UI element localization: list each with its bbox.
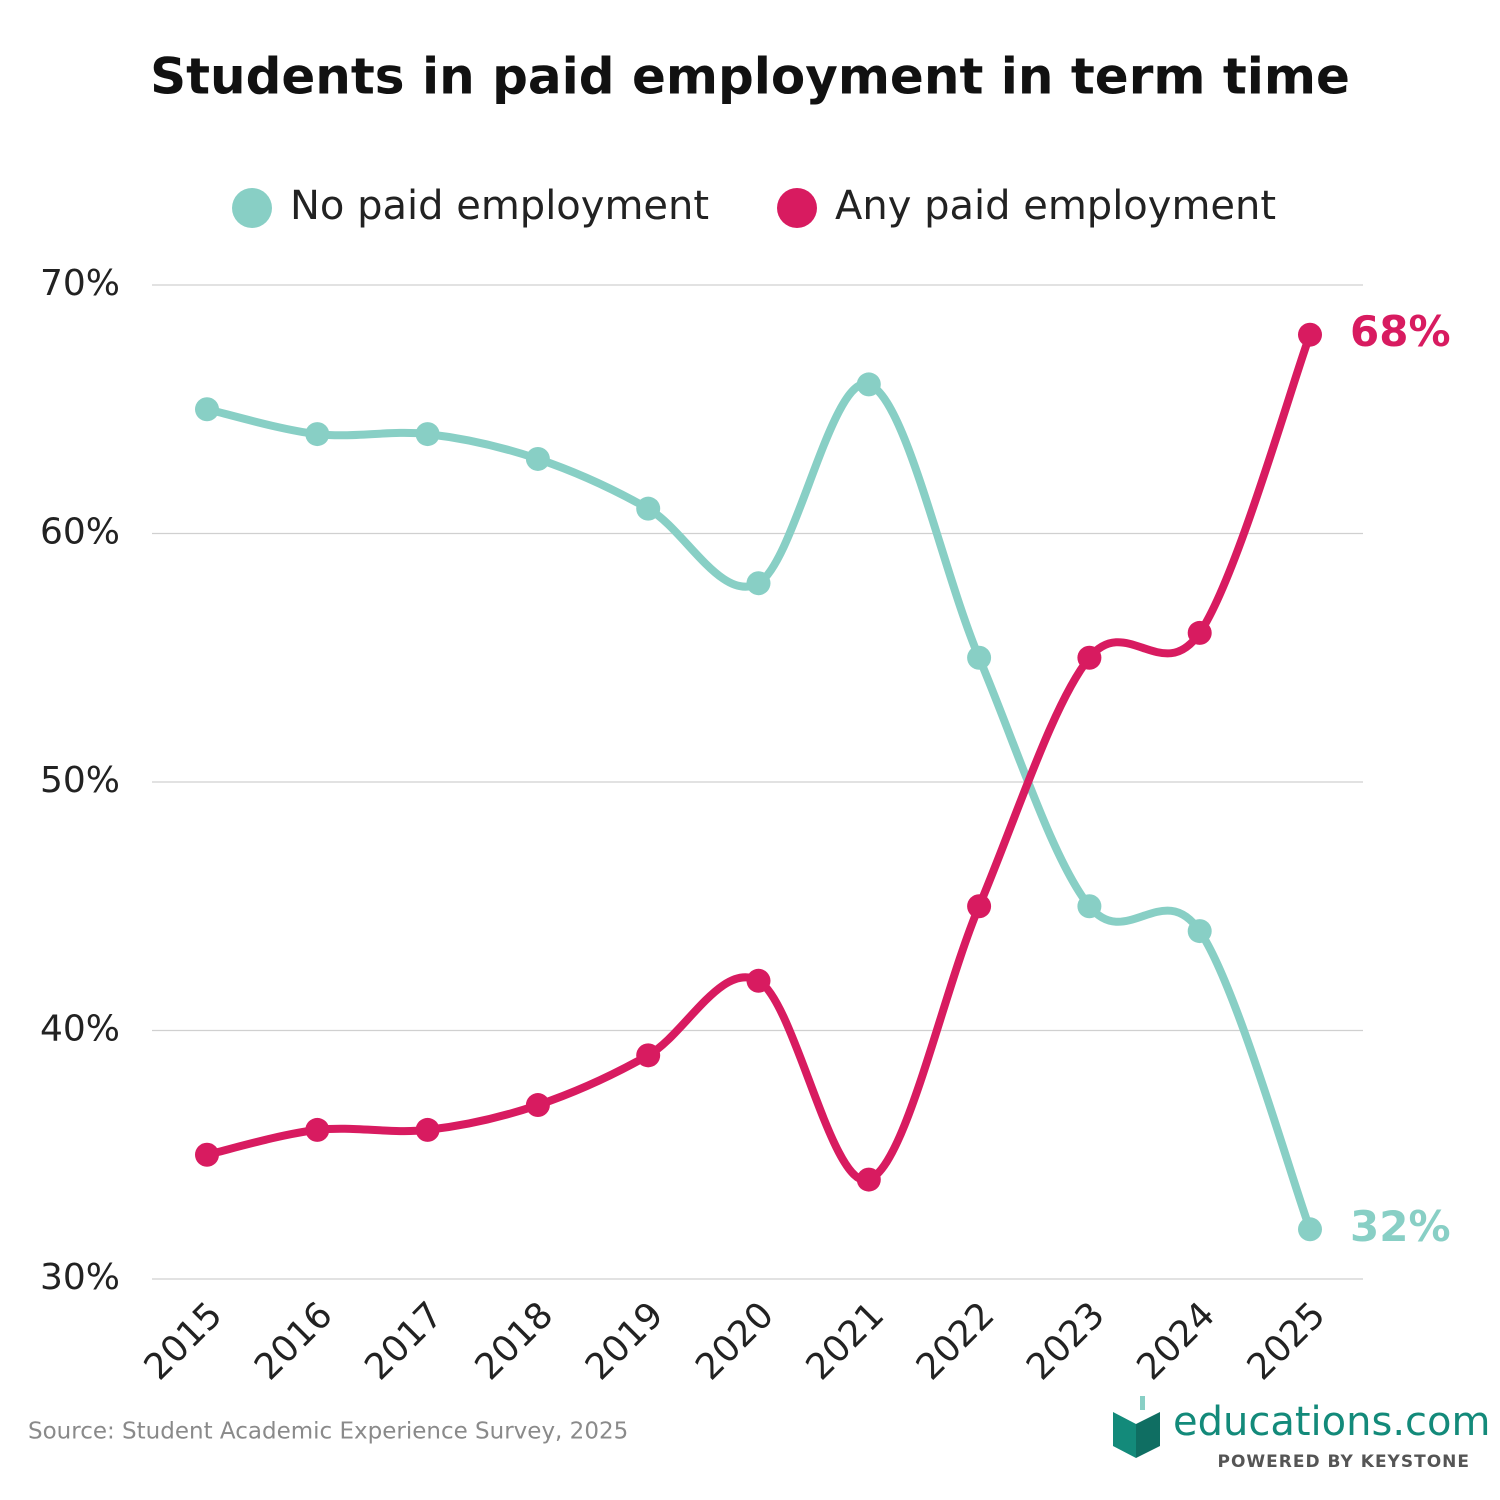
y-tick-label: 30% [40, 1257, 120, 1298]
data-point [856, 372, 881, 397]
data-point [1077, 894, 1102, 919]
y-tick-label: 50% [40, 760, 120, 801]
data-point [415, 1117, 440, 1142]
data-label: 32% [1350, 1202, 1451, 1251]
legend-marker [232, 188, 272, 228]
data-point [1298, 322, 1322, 347]
y-tick-label: 60% [40, 512, 120, 553]
data-label: 68% [1350, 307, 1451, 356]
data-point [636, 496, 661, 521]
data-point [856, 1167, 881, 1192]
logo-text: educations.com [1173, 1399, 1490, 1445]
logo-icon [1113, 1396, 1160, 1458]
data-point [525, 446, 550, 471]
y-tick-label: 40% [40, 1009, 120, 1050]
data-point [1298, 1217, 1322, 1242]
y-tick-label: 70% [40, 263, 120, 304]
data-point [967, 645, 992, 670]
data-point [305, 422, 330, 447]
data-point [1077, 645, 1102, 670]
data-point [525, 1093, 550, 1118]
data-point [967, 894, 992, 919]
legend-label: Any paid employment [835, 183, 1276, 229]
data-point [746, 571, 771, 596]
data-point [195, 397, 219, 422]
logo-tagline: POWERED BY KEYSTONE [1218, 1452, 1471, 1472]
chart-title: Students in paid employment in term time [150, 48, 1350, 106]
data-point [415, 422, 440, 447]
data-point [195, 1142, 219, 1167]
legend-label: No paid employment [290, 183, 709, 229]
source: Source: Student Academic Experience Surv… [28, 1419, 628, 1445]
data-point [746, 968, 771, 993]
data-point [1187, 919, 1212, 944]
data-point [305, 1117, 330, 1142]
data-point [636, 1043, 661, 1068]
legend-marker [777, 188, 817, 228]
data-point [1187, 620, 1212, 645]
